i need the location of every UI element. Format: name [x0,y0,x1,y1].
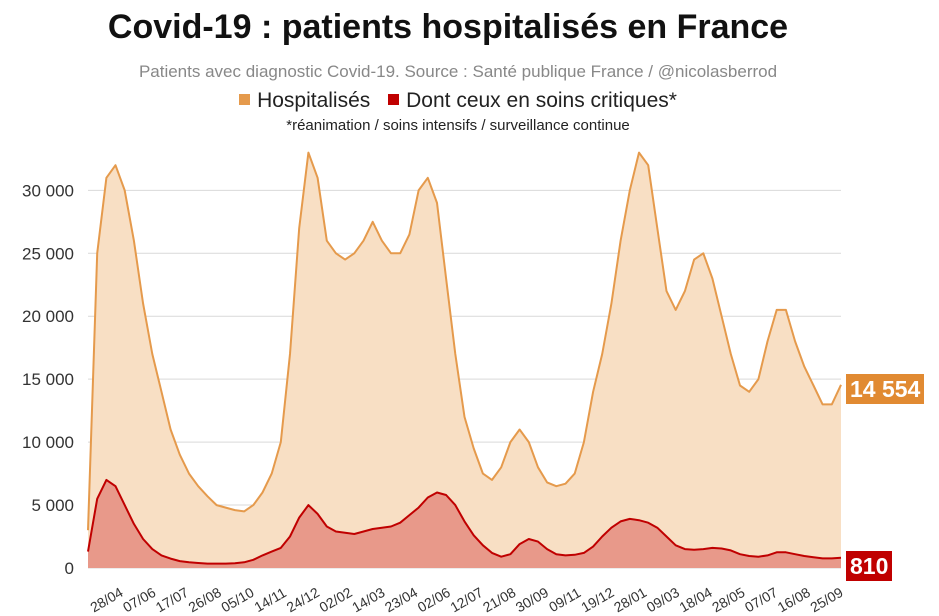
x-tick-label: 05/10 [218,584,257,615]
x-tick-label: 09/11 [546,584,584,615]
x-tick-label: 19/12 [578,584,617,615]
series-line-critiques [87,478,842,565]
legend-swatch-hospitalises [239,94,251,105]
legend-swatch-critiques [388,94,400,105]
x-tick-label: 14/03 [349,584,388,615]
x-tick-label: 21/08 [480,584,519,615]
x-tick-label: 24/12 [284,584,323,615]
x-tick-label: 30/09 [513,584,552,615]
x-tick-label: 23/04 [382,584,421,615]
legend-label-hospitalises: Hospitalisés [257,89,371,112]
y-tick-label: 25 000 [22,244,74,263]
x-tick-label: 26/08 [186,584,225,615]
series-line-hospitalises [87,151,842,531]
x-tick-label: 12/07 [447,584,486,615]
x-tick-label: 02/02 [316,584,355,615]
x-tick-label: 07/07 [742,584,781,615]
x-tick-label: 18/04 [676,584,715,615]
legend-item-hospitalises: Hospitalisés [239,89,370,113]
x-tick-label: 17/07 [153,584,192,615]
legend-label-critiques: Dont ceux en soins critiques* [406,89,677,112]
x-tick-label: 16/08 [775,584,814,615]
x-tick-label: 09/03 [644,584,683,615]
y-tick-label: 5 000 [31,496,74,515]
x-tick-label: 28/01 [611,584,650,615]
chart-subtitle: Patients avec diagnostic Covid-19. Sourc… [138,62,778,81]
x-tick-label: 25/09 [807,584,846,615]
critiques-last-value-badge: 810 [846,551,893,581]
chart-legend: Hospitalisés Dont ceux en soins critique… [0,89,916,113]
x-tick-label: 07/06 [120,584,159,615]
y-tick-label: 10 000 [22,433,74,452]
x-tick-label: 28/05 [709,584,748,615]
x-tick-label: 14/11 [251,584,289,615]
legend-item-critiques: Dont ceux en soins critiques* [388,89,677,113]
y-tick-label: 20 000 [22,307,74,326]
chart-title: Covid-19 : patients hospitalisés en Fran… [107,8,789,46]
y-tick-label: 30 000 [22,181,74,200]
series-area-critiques [88,479,841,568]
y-tick-label: 15 000 [22,370,74,389]
chart-footnote: *réanimation / soins intensifs / surveil… [286,117,630,134]
hospitalises-last-value-badge: 14 554 [846,374,925,404]
x-tick-label: 28/04 [87,584,126,615]
series-area-hospitalises [88,152,841,568]
x-tick-label: 02/06 [415,584,454,615]
y-tick-label: 0 [65,559,74,578]
